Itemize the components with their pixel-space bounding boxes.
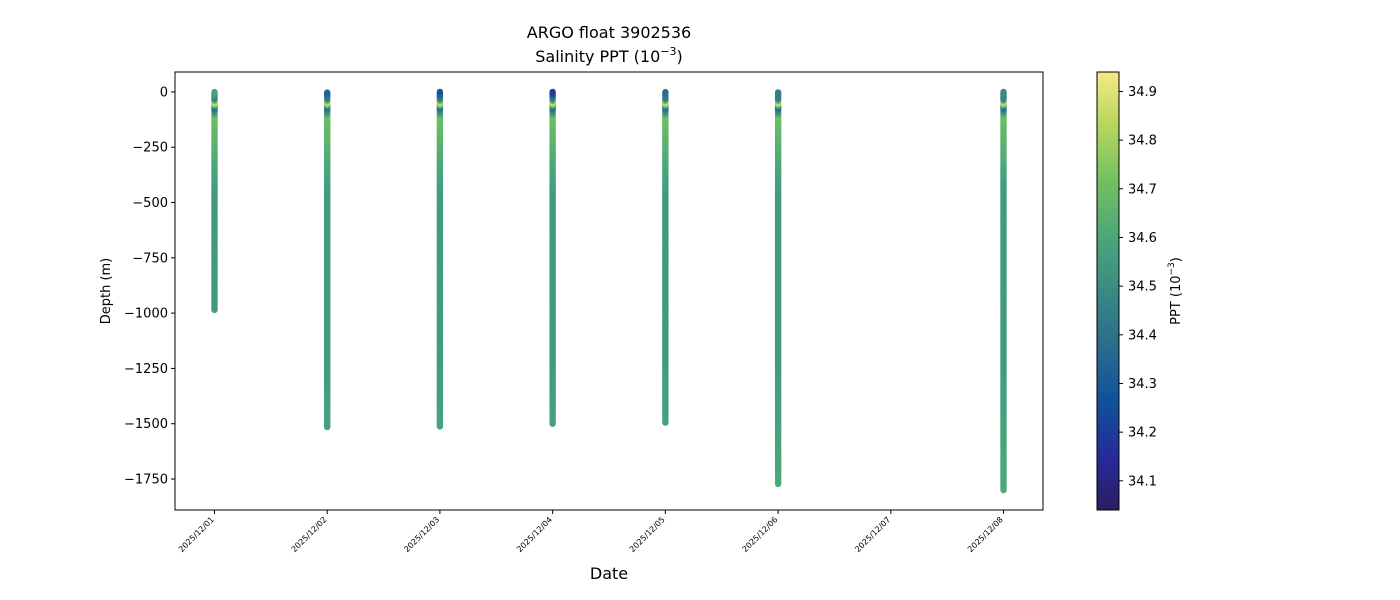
- profile-2025/12/08: [1000, 88, 1007, 494]
- colorbar-tick-label: 34.6: [1128, 231, 1157, 246]
- y-tick-label: −1250: [124, 362, 168, 377]
- data-point: [549, 88, 556, 96]
- chart-title-line2-text: Salinity PPT (10: [535, 47, 660, 66]
- x-tick-label: 2025/12/05: [628, 515, 667, 554]
- y-tick-label: −1750: [124, 473, 168, 488]
- data-point: [211, 88, 218, 96]
- data-point: [662, 88, 669, 96]
- x-tick-label: 2025/12/04: [515, 515, 554, 554]
- profile-2025/12/05: [662, 88, 669, 426]
- colorbar-tick-label: 34.4: [1128, 328, 1157, 343]
- profile-2025/12/01: [211, 88, 218, 313]
- colorbar-tick-label: 34.5: [1128, 280, 1157, 295]
- x-tick-label: 2025/12/03: [402, 515, 441, 554]
- data-point: [436, 88, 444, 96]
- colorbar-tick-label: 34.3: [1128, 377, 1157, 392]
- chart-title-line2-close: ): [677, 47, 683, 66]
- profile-2025/12/03: [436, 88, 444, 430]
- x-tick-label: 2025/12/07: [853, 515, 892, 554]
- colorbar: [1096, 71, 1120, 511]
- data-point: [1000, 88, 1007, 96]
- colorbar-tick-label: 34.1: [1128, 474, 1157, 489]
- profile-2025/12/06: [774, 89, 782, 488]
- colorbar-tick-label: 34.7: [1128, 182, 1157, 197]
- x-axis: 2025/12/01 2025/12/02 2025/12/03 2025/12/04…: [177, 510, 1005, 554]
- x-tick-label: 2025/12/08: [966, 515, 1005, 554]
- plot-markers: [211, 88, 1007, 494]
- y-tick-label: −1500: [124, 417, 168, 432]
- chart-title-line2: Salinity PPT (10−3): [535, 45, 683, 66]
- profile-2025/12/02: [324, 89, 331, 431]
- y-tick-label: −500: [132, 196, 168, 211]
- colorbar-label-exp: −3: [1167, 262, 1177, 275]
- y-tick-label: −750: [132, 251, 168, 266]
- profile-2025/12/04: [549, 88, 556, 427]
- y-tick-label: 0: [160, 85, 168, 100]
- colorbar-label-close: ): [1169, 257, 1184, 262]
- y-tick-label: −250: [132, 141, 168, 156]
- y-axis-label: Depth (m): [99, 258, 114, 325]
- chart-title-line1: ARGO float 3902536: [527, 23, 691, 42]
- data-point: [324, 89, 331, 96]
- y-tick-label: −1000: [124, 307, 168, 322]
- plot-frame: [174, 71, 1044, 511]
- colorbar-label-text: PPT (10: [1169, 275, 1184, 324]
- data-point: [774, 89, 782, 96]
- x-tick-label: 2025/12/06: [741, 515, 780, 554]
- chart-title-line2-exp: −3: [660, 45, 676, 58]
- colorbar-label: PPT (10−3): [1167, 257, 1184, 325]
- y-axis: 0 −250 −500 −750 −1000 −1250 −1500 −1750: [124, 85, 175, 488]
- x-axis-label: Date: [590, 564, 628, 583]
- colorbar-tick-label: 34.2: [1128, 426, 1157, 441]
- colorbar-tick-label: 34.9: [1128, 85, 1157, 100]
- colorbar-tick-label: 34.8: [1128, 134, 1157, 149]
- x-tick-label: 2025/12/02: [290, 515, 329, 554]
- colorbar-ticks: 34.1 34.2 34.3 34.4 34.5 34.6 34.7 34.8 34.9: [1119, 85, 1157, 489]
- x-tick-label: 2025/12/01: [177, 515, 216, 554]
